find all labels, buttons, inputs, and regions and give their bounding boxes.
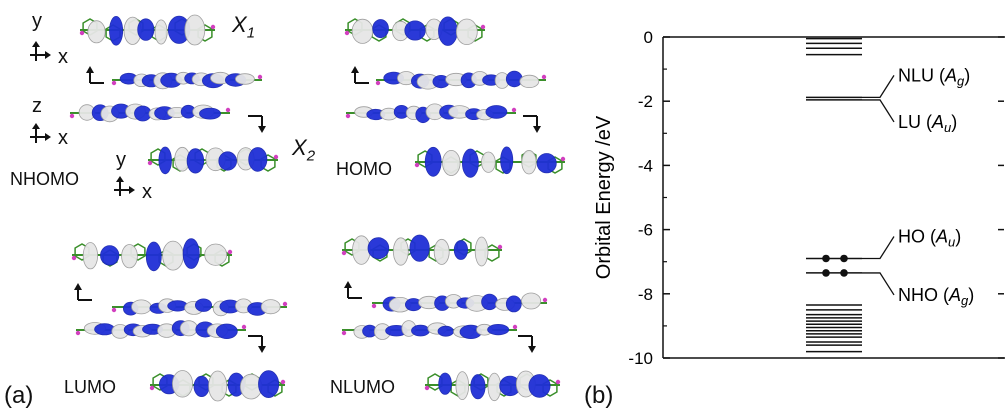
orbital-isosurface-figure xyxy=(30,14,566,402)
molecule-homo-x2 xyxy=(414,146,566,178)
x2-label: X2 xyxy=(292,135,316,165)
axis-label-y-1: y xyxy=(32,10,42,32)
molecule-homo-upper-side xyxy=(375,70,547,90)
shift-arrow-up-4 xyxy=(344,281,362,299)
axis-glyph-2 xyxy=(30,123,51,143)
x1-label: X1 xyxy=(232,12,256,42)
electron-dot xyxy=(840,254,848,263)
molecule-lumo-x1 xyxy=(71,238,233,272)
molecule-nhomo-x1 xyxy=(79,14,216,46)
x1-letter: X xyxy=(232,12,247,37)
molecule-lumo-lower-side xyxy=(75,320,247,340)
annotation-leader xyxy=(862,236,895,260)
electron-dot xyxy=(822,269,830,277)
axis-glyph-3 xyxy=(114,176,135,196)
molecule-lumo-x2 xyxy=(149,370,286,402)
molecule-homo-lower-side xyxy=(345,103,517,124)
shift-arrow-down-2 xyxy=(523,115,541,133)
orbital-label-lumo: LUMO xyxy=(64,377,117,397)
axis-label-x-2: x xyxy=(58,127,68,149)
shift-arrow-up-2 xyxy=(351,66,369,84)
axis-label-x-1: x xyxy=(58,46,68,68)
molecule-nlumo-x1 xyxy=(341,234,503,267)
molecule-nlumo-upper-side xyxy=(371,292,548,313)
y-tick-label: -10 xyxy=(628,349,653,368)
panel-a-tag: (a) xyxy=(4,382,34,409)
annotation-leader xyxy=(862,74,895,98)
shift-arrow-up-3 xyxy=(74,283,92,301)
shift-arrow-down-3 xyxy=(248,335,266,353)
annotation-ho: HO (Au) xyxy=(898,226,961,249)
annotation-leader xyxy=(862,99,895,123)
shift-arrow-down-1 xyxy=(248,115,266,133)
molecule-nlumo-lower-side xyxy=(341,320,518,340)
panel-b-tag: (b) xyxy=(584,382,614,409)
axis-label-y-3: y xyxy=(116,149,126,171)
y-tick-label: -8 xyxy=(638,285,653,304)
x2-subscript: 2 xyxy=(306,147,316,165)
axis-label-z-2: z xyxy=(32,95,42,117)
y-tick-label: 0 xyxy=(644,28,653,47)
y-tick-label: -6 xyxy=(638,221,653,240)
orbital-label-nlumo: NLUMO xyxy=(330,377,396,397)
annotation-nlu: NLU (Ag) xyxy=(898,65,970,88)
electron-dot xyxy=(840,269,848,277)
y-tick-label: -4 xyxy=(638,156,653,175)
y-tick-label: -2 xyxy=(638,92,653,111)
annotation-nho: NHO (Ag) xyxy=(898,285,974,308)
molecule-homo-x1 xyxy=(344,16,486,46)
axis-label-x-3: x xyxy=(142,181,152,203)
x1-subscript: 1 xyxy=(246,24,256,42)
y-axis-title: Orbital Energy /eV xyxy=(593,115,615,279)
molecule-nhomo-x2 xyxy=(147,146,279,175)
molecule-lumo-upper-side xyxy=(111,298,288,317)
x2-letter: X xyxy=(292,135,307,160)
orbital-label-homo: HOMO xyxy=(336,159,392,179)
annotation-lu: LU (Au) xyxy=(898,112,957,135)
electron-dot xyxy=(822,254,830,263)
shift-arrow-up-1 xyxy=(86,66,104,84)
axis-glyph-1 xyxy=(30,41,51,61)
orbital-label-nhomo: NHOMO xyxy=(10,169,79,189)
molecule-nhomo-lower-side xyxy=(69,103,231,123)
shift-arrow-down-4 xyxy=(518,335,536,353)
annotation-leader xyxy=(862,272,895,296)
molecule-nlumo-x2 xyxy=(424,370,561,402)
molecule-nhomo-upper-side xyxy=(111,71,263,90)
